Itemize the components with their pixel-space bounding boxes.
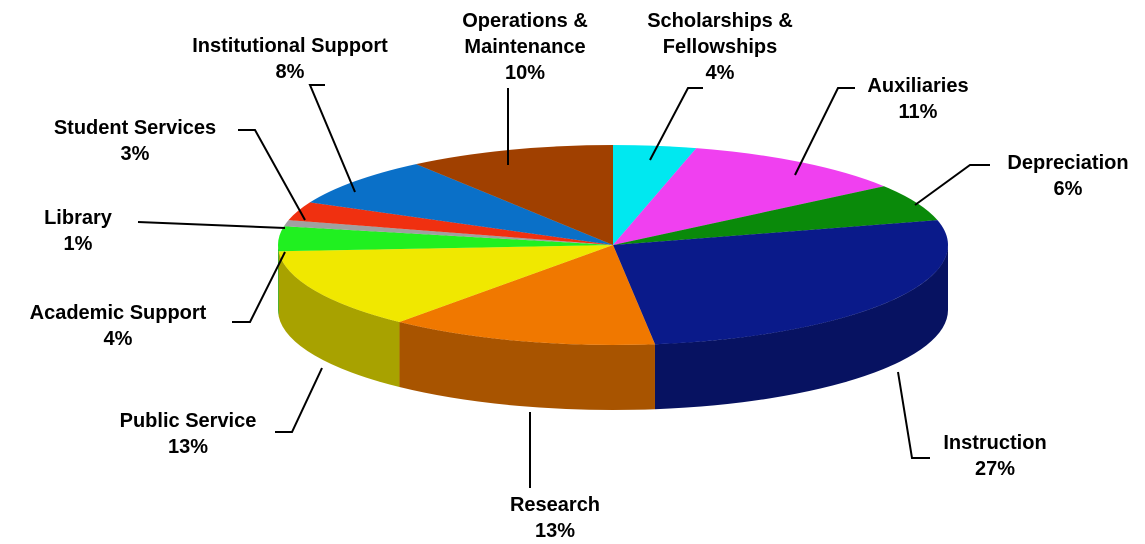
slice-label: Institutional Support 8% [140, 33, 440, 85]
value-label: 11% [898, 101, 938, 123]
value-label: 3% [120, 143, 150, 165]
category-label: Student Services [53, 117, 217, 139]
slice-label: Academic Support 4% [0, 300, 268, 352]
slice-label: Scholarships & Fellowships 4% [620, 8, 820, 86]
slice-label: Operations & Maintenance 10% [425, 8, 625, 86]
leader-line [232, 251, 286, 323]
category-label: Institutional Support [192, 35, 388, 57]
slice [613, 220, 948, 345]
category-label: Library [44, 207, 112, 229]
leader-line [897, 371, 930, 459]
slice [309, 164, 613, 245]
leader-line [914, 164, 990, 206]
leader-line [275, 367, 323, 433]
leader-line [794, 87, 855, 176]
slice-side [654, 245, 948, 410]
category-label: Academic Support [29, 302, 207, 324]
slice-label: Instruction 27% [845, 430, 1145, 482]
category-label: Scholarships & Fellowships [647, 10, 793, 58]
category-label: Operations & Maintenance [462, 10, 588, 58]
slice-side [278, 245, 279, 317]
value-label: 10% [504, 62, 546, 84]
leader-line [649, 87, 703, 161]
value-label: 4% [103, 328, 133, 350]
slice-label: Library 1% [0, 205, 178, 257]
leader-line [137, 221, 286, 229]
value-label: 13% [534, 520, 576, 542]
category-label: Instruction [943, 432, 1047, 454]
leader-line [308, 84, 356, 193]
category-label: Depreciation [1007, 152, 1129, 174]
value-label: 6% [1053, 178, 1083, 200]
slice [613, 145, 697, 245]
category-label: Auxiliaries [867, 75, 969, 97]
slice-label: Depreciation 6% [918, 150, 1145, 202]
slice-label: Auxiliaries 11% [768, 73, 1068, 125]
category-label: Public Service [119, 410, 257, 432]
slice [283, 220, 613, 245]
slice-label: Student Services 3% [0, 115, 285, 167]
value-label: 4% [705, 62, 735, 84]
leader-line [238, 129, 306, 221]
slice-label: Research 13% [405, 492, 705, 544]
slice-side [399, 322, 655, 410]
slice [613, 186, 938, 245]
slice [399, 245, 655, 345]
slice-label: Public Service 13% [38, 408, 338, 460]
slice [416, 145, 613, 245]
slice-side [278, 251, 400, 388]
value-label: 27% [974, 458, 1016, 480]
value-label: 13% [167, 436, 209, 458]
slice [278, 245, 613, 323]
value-label: 1% [63, 233, 93, 255]
value-label: 8% [275, 61, 305, 83]
category-label: Research [509, 494, 601, 516]
slice [288, 202, 613, 245]
slice [613, 148, 885, 245]
slice [278, 226, 613, 252]
